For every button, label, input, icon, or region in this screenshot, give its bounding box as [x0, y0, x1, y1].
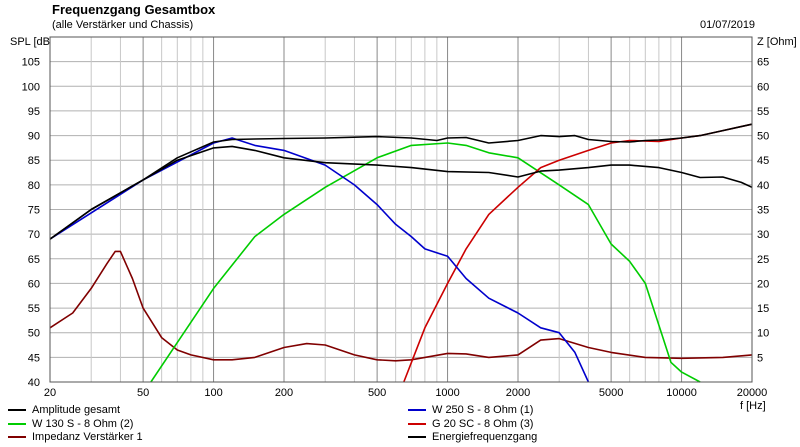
y-tick-label-right: 30 [757, 229, 769, 241]
legend-label: Amplitude gesamt [32, 404, 121, 416]
y-tick-label-left: 55 [28, 303, 40, 315]
series-line-energiefrequenzgang [49, 145, 753, 240]
y-tick-label-right: 65 [757, 57, 769, 69]
chart-title: Frequenzgang Gesamtbox [52, 2, 216, 17]
legend-label: W 250 S - 8 Ohm (1) [432, 404, 534, 416]
legend-swatch [408, 436, 426, 439]
y-tick-label-right: 50 [757, 131, 769, 143]
x-tick-label: 200 [275, 387, 293, 399]
y-tick-label-right: 15 [757, 303, 769, 315]
x-tick-label: 20 [44, 387, 56, 399]
y-tick-label-left: 60 [28, 278, 40, 290]
legend-swatch [8, 423, 26, 426]
plot-grid [50, 37, 752, 382]
legend-label: W 130 S - 8 Ohm (2) [32, 418, 134, 430]
y-tick-label-left: 50 [28, 328, 40, 340]
y-tick-label-right: 20 [757, 278, 769, 290]
y-tick-label-left: 45 [28, 352, 40, 364]
series-line-amplitude-gesamt [49, 123, 753, 240]
chart-subtitle: (alle Verstärker und Chassis) [52, 19, 194, 31]
right-axis-label: Z [Ohm] [757, 36, 797, 48]
legend-swatch [408, 423, 426, 426]
axis-tick-labels: 20 50 100 200 500 1000 2000 5000 10000 20000 40 45 5… [22, 57, 770, 399]
legend-item-energiefrequenzgang: Energiefrequenzgang [408, 431, 537, 443]
y-tick-label-left: 95 [28, 106, 40, 118]
left-axis-label: SPL [dB] [10, 36, 54, 48]
y-tick-label-left: 80 [28, 180, 40, 192]
y-tick-label-left: 75 [28, 205, 40, 217]
legend-item-amplitude-gesamt: Amplitude gesamt [8, 404, 120, 416]
plot-area-frame [49, 36, 753, 383]
legend-label: Energiefrequenzgang [432, 431, 538, 443]
legend-label: Impedanz Verstärker 1 [32, 431, 143, 443]
y-tick-label-right: 45 [757, 155, 769, 167]
series-line-impedanz-verst-rker-1 [49, 250, 753, 362]
legend-swatch [8, 409, 26, 412]
y-tick-label-right: 10 [757, 328, 769, 340]
x-tick-label: 500 [368, 387, 386, 399]
x-tick-label: 5000 [599, 387, 623, 399]
legend-item-impedanz: Impedanz Verstärker 1 [8, 431, 143, 443]
x-axis-unit-label: f [Hz] [740, 400, 766, 412]
y-tick-label-left: 65 [28, 254, 40, 266]
series-line-w-130-s-8-ohm-2 [150, 142, 701, 383]
legend-item-g20sc: G 20 SC - 8 Ohm (3) [408, 418, 533, 430]
x-tick-label: 2000 [506, 387, 530, 399]
y-tick-label-left: 105 [22, 57, 40, 69]
legend-item-w250s: W 250 S - 8 Ohm (1) [408, 404, 533, 416]
y-tick-label-right: 55 [757, 106, 769, 118]
y-tick-label-left: 40 [28, 377, 40, 389]
x-tick-label: 50 [137, 387, 149, 399]
x-tick-label: 100 [204, 387, 222, 399]
y-tick-label-right: 35 [757, 205, 769, 217]
x-tick-label: 10000 [666, 387, 697, 399]
chart-series [49, 123, 753, 383]
y-tick-label-left: 85 [28, 155, 40, 167]
y-tick-label-left: 100 [22, 81, 40, 93]
y-tick-label-right: 5 [757, 352, 763, 364]
legend-label: G 20 SC - 8 Ohm (3) [432, 418, 534, 430]
y-tick-label-right: 60 [757, 81, 769, 93]
legend-swatch [408, 409, 426, 412]
y-tick-label-left: 90 [28, 131, 40, 143]
legend-item-w130s: W 130 S - 8 Ohm (2) [8, 418, 133, 430]
y-tick-label-right: 25 [757, 254, 769, 266]
y-tick-label-left: 70 [28, 229, 40, 241]
x-tick-label: 20000 [737, 387, 768, 399]
y-tick-label-right: 40 [757, 180, 769, 192]
chart-date: 01/07/2019 [700, 19, 756, 31]
x-tick-label: 1000 [435, 387, 459, 399]
legend-swatch [8, 436, 26, 439]
